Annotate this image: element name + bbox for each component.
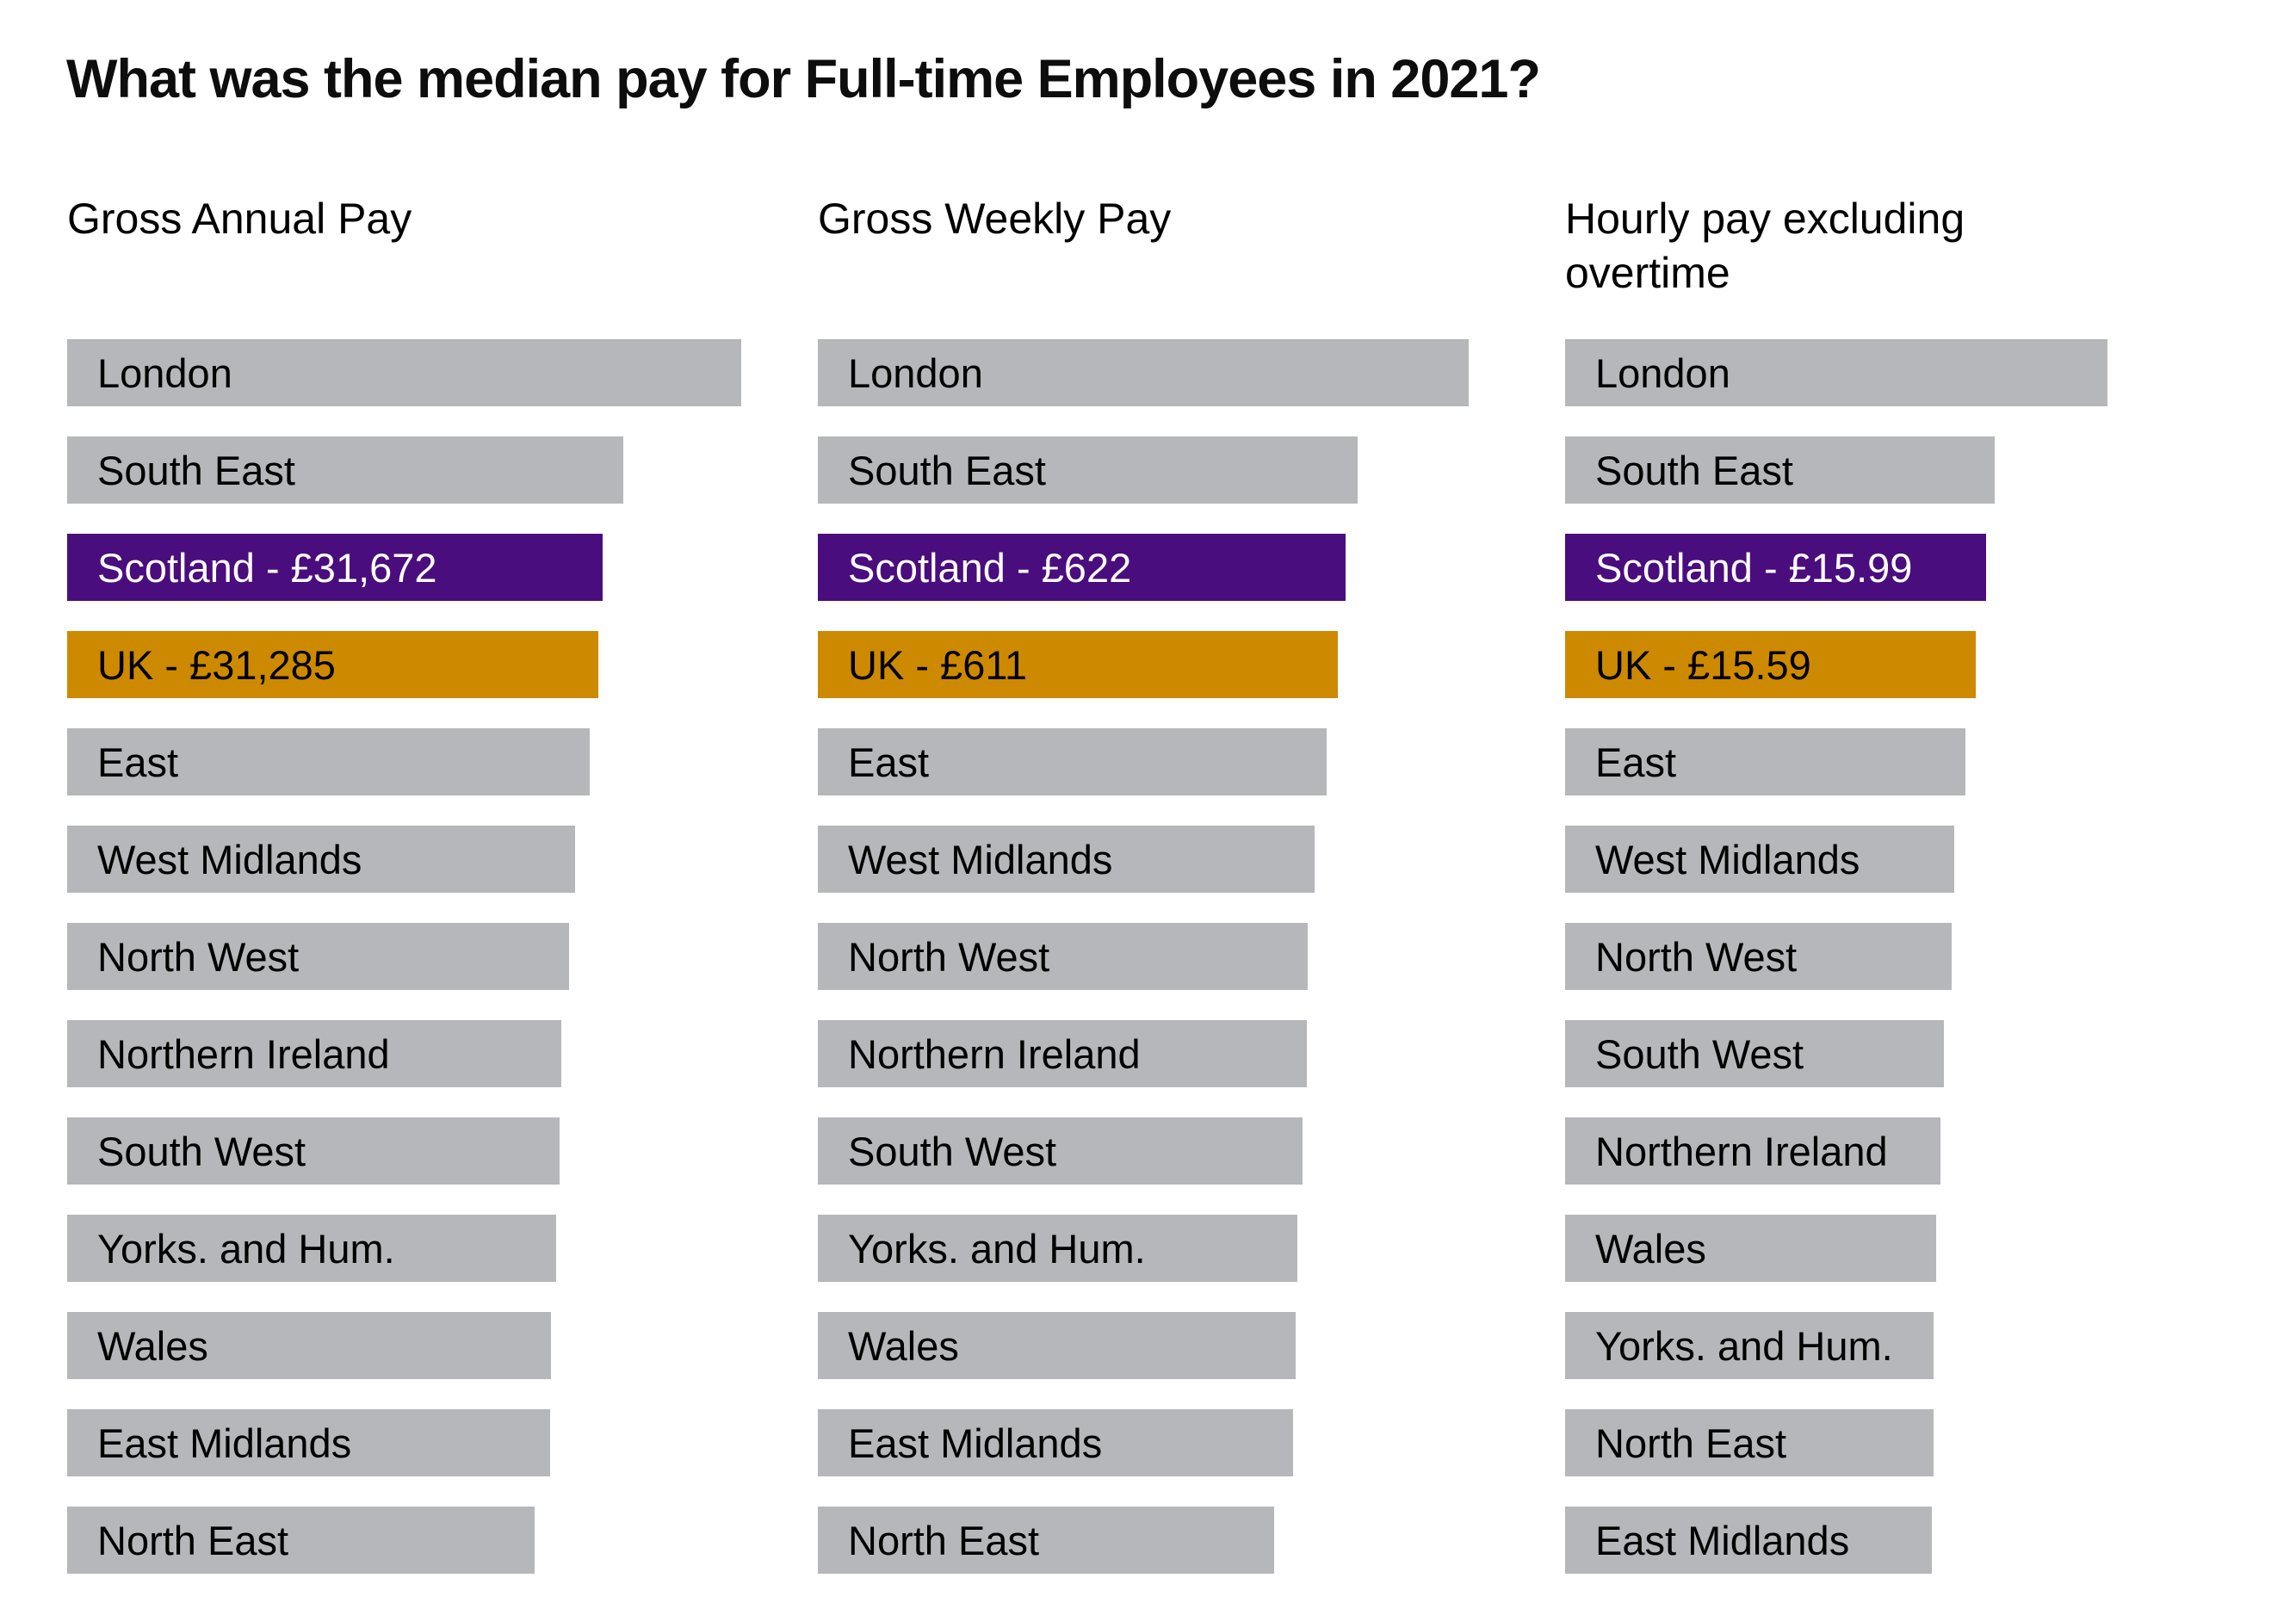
bar-label: Wales xyxy=(1595,1225,1706,1272)
bar-uk: UK - £15.59 xyxy=(1565,631,1976,698)
bar-yorks-and-hum: Yorks. and Hum. xyxy=(67,1215,556,1282)
bar-south-east: South East xyxy=(1565,436,1995,504)
bar-west-midlands: West Midlands xyxy=(818,826,1315,893)
bar-label: South West xyxy=(848,1128,1057,1174)
bar-east: East xyxy=(67,728,590,795)
bar-northern-ireland: Northern Ireland xyxy=(67,1020,561,1087)
bar-wales: Wales xyxy=(818,1312,1296,1379)
bar-label: South East xyxy=(848,447,1046,493)
bar-label: East Midlands xyxy=(848,1420,1103,1466)
bar-north-east: North East xyxy=(818,1507,1274,1574)
bar-label: UK - £15.59 xyxy=(1595,641,1811,688)
bar-label: South East xyxy=(97,447,295,493)
bar-uk: UK - £31,285 xyxy=(67,631,598,698)
bar-label: South East xyxy=(1595,447,1793,493)
bar-label: London xyxy=(1595,350,1730,396)
bar-label: Northern Ireland xyxy=(97,1030,390,1077)
bar-london: London xyxy=(67,339,741,406)
bar-scotland: Scotland - £15.99 xyxy=(1565,534,1986,601)
bar-label: North East xyxy=(97,1517,289,1563)
bar-east: East xyxy=(1565,728,1965,795)
bar-label: North West xyxy=(848,933,1050,980)
bar-label: Northern Ireland xyxy=(848,1030,1141,1077)
chart-column-gross-annual-pay: Gross Annual Pay London South East Scotlan… xyxy=(67,168,818,1574)
bar-label: East xyxy=(1595,739,1677,785)
bar-label: Wales xyxy=(848,1322,959,1369)
bar-label: East Midlands xyxy=(1595,1517,1850,1563)
bar-northern-ireland: Northern Ireland xyxy=(818,1020,1307,1087)
bar-east: East xyxy=(818,728,1327,795)
bar-west-midlands: West Midlands xyxy=(1565,826,1954,893)
bar-south-west: South West xyxy=(1565,1020,1944,1087)
bar-scotland: Scotland - £31,672 xyxy=(67,534,603,601)
bar-label: North West xyxy=(97,933,300,980)
column-title-gross-annual-pay: Gross Annual Pay xyxy=(67,195,412,243)
bar-label: West Midlands xyxy=(1595,836,1860,882)
bar-west-midlands: West Midlands xyxy=(67,826,576,893)
column-title-gross-weekly-pay: Gross Weekly Pay xyxy=(818,195,1172,243)
bar-north-east: North East xyxy=(1565,1409,1934,1476)
bar-list-gross-annual-pay: London South East Scotland - £31,672 UK - £… xyxy=(67,339,741,1574)
bar-north-west: North West xyxy=(1565,923,1953,990)
bar-wales: Wales xyxy=(1565,1215,1936,1282)
bar-label: Scotland - £31,672 xyxy=(97,544,437,591)
bar-yorks-and-hum: Yorks. and Hum. xyxy=(1565,1312,1934,1379)
bar-north-west: North West xyxy=(67,923,570,990)
bar-label: West Midlands xyxy=(97,836,362,882)
charts-row: Gross Annual Pay London South East Scotlan… xyxy=(67,168,2296,1574)
bar-wales: Wales xyxy=(67,1312,552,1379)
bar-label: London xyxy=(97,350,232,396)
bar-label: Yorks. and Hum. xyxy=(97,1225,395,1272)
bar-list-hourly-pay-excluding-overtime: London South East Scotland - £15.99 UK - £1… xyxy=(1565,339,2107,1574)
bar-label: London xyxy=(848,350,983,396)
bar-label: UK - £611 xyxy=(848,641,1028,688)
page-title: What was the median pay for Full-time Em… xyxy=(66,49,1541,109)
bar-label: Northern Ireland xyxy=(1595,1128,1888,1174)
chart-column-hourly-pay-excluding-overtime: Hourly pay excluding overtime London Sout… xyxy=(1565,168,2296,1574)
bar-label: South West xyxy=(97,1128,306,1174)
bar-label: Yorks. and Hum. xyxy=(848,1225,1146,1272)
bar-north-west: North West xyxy=(818,923,1309,990)
bar-label: South West xyxy=(1595,1030,1804,1077)
bar-label: Scotland - £15.99 xyxy=(1595,544,1913,591)
bar-london: London xyxy=(1565,339,2107,406)
bar-label: East xyxy=(848,739,930,785)
bar-label: Scotland - £622 xyxy=(848,544,1132,591)
bar-east-midlands: East Midlands xyxy=(818,1409,1293,1476)
bar-label: North West xyxy=(1595,933,1798,980)
column-title-hourly-pay-excluding-overtime: Hourly pay excluding overtime xyxy=(1565,195,1965,297)
bar-scotland: Scotland - £622 xyxy=(818,534,1346,601)
bar-london: London xyxy=(818,339,1469,406)
bar-label: Yorks. and Hum. xyxy=(1595,1322,1893,1369)
bar-label: Wales xyxy=(97,1322,208,1369)
bar-uk: UK - £611 xyxy=(818,631,1339,698)
bar-south-east: South East xyxy=(67,436,623,504)
bar-south-east: South East xyxy=(818,436,1358,504)
bar-east-midlands: East Midlands xyxy=(67,1409,550,1476)
bar-label: West Midlands xyxy=(848,836,1113,882)
bar-south-west: South West xyxy=(67,1117,560,1185)
bar-label: East xyxy=(97,739,179,785)
bar-label: North East xyxy=(848,1517,1040,1563)
bar-east-midlands: East Midlands xyxy=(1565,1507,1932,1574)
bar-northern-ireland: Northern Ireland xyxy=(1565,1117,1940,1185)
bar-yorks-and-hum: Yorks. and Hum. xyxy=(818,1215,1298,1282)
bar-list-gross-weekly-pay: London South East Scotland - £622 UK - £611… xyxy=(818,339,1469,1574)
bar-south-west: South West xyxy=(818,1117,1303,1185)
bar-label: North East xyxy=(1595,1420,1787,1466)
chart-column-gross-weekly-pay: Gross Weekly Pay London South East Scotlan… xyxy=(818,168,1565,1574)
bar-north-east: North East xyxy=(67,1507,535,1574)
bar-label: UK - £31,285 xyxy=(97,641,336,688)
bar-label: East Midlands xyxy=(97,1420,352,1466)
